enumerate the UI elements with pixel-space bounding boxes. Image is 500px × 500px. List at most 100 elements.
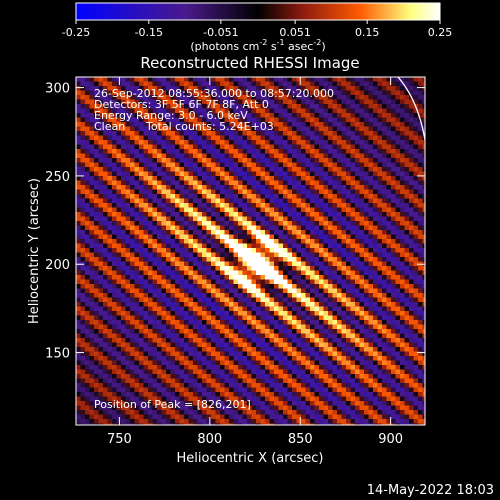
heatmap-pixel [116, 104, 122, 109]
heatmap-pixel [305, 104, 311, 109]
heatmap-pixel [89, 198, 95, 204]
heatmap-pixel [193, 243, 198, 249]
heatmap-pixel [368, 315, 374, 321]
heatmap-pixel [409, 126, 414, 132]
heatmap-pixel [148, 167, 153, 172]
heatmap-pixel [310, 158, 315, 163]
heatmap-pixel [152, 126, 158, 132]
heatmap-pixel [305, 140, 311, 145]
heatmap-pixel [134, 338, 140, 343]
heatmap-pixel [179, 180, 185, 186]
heatmap-pixel [368, 108, 374, 114]
heatmap-pixel [346, 225, 351, 231]
heatmap-pixel [112, 275, 117, 280]
heatmap-pixel [359, 234, 365, 240]
heatmap-pixel [373, 117, 378, 123]
heatmap-pixel [112, 77, 117, 82]
heatmap-pixel [359, 185, 365, 190]
heatmap-pixel [184, 248, 189, 253]
heatmap-pixel [229, 302, 234, 307]
heatmap-pixel [319, 243, 324, 249]
heatmap-pixel [418, 243, 423, 249]
heatmap-pixel [251, 315, 257, 321]
heatmap-pixel [220, 212, 225, 217]
heatmap-pixel [211, 162, 216, 168]
heatmap-pixel [211, 113, 216, 118]
heatmap-pixel [274, 221, 279, 226]
heatmap-pixel [125, 356, 131, 361]
heatmap-pixel [404, 117, 410, 123]
heatmap-pixel [130, 126, 135, 132]
heatmap-pixel [179, 279, 185, 285]
heatmap-pixel [224, 81, 230, 87]
heatmap-pixel [197, 104, 203, 109]
heatmap-pixel [166, 216, 171, 222]
heatmap-pixel [170, 356, 176, 361]
heatmap-pixel [283, 324, 288, 330]
heatmap-pixel [112, 279, 117, 285]
heatmap-pixel [359, 117, 365, 123]
heatmap-pixel [287, 225, 293, 231]
heatmap-pixel [274, 171, 279, 177]
heatmap-pixel [229, 131, 234, 136]
heatmap-pixel [202, 356, 207, 361]
heatmap-pixel [238, 252, 243, 258]
heatmap-pixel [319, 171, 324, 177]
heatmap-pixel [76, 104, 81, 109]
heatmap-pixel [355, 275, 360, 280]
heatmap-pixel [373, 284, 378, 289]
heatmap-pixel [346, 158, 351, 163]
heatmap-pixel [175, 248, 180, 253]
heatmap-pixel [247, 212, 252, 217]
heatmap-pixel [206, 212, 212, 217]
heatmap-pixel [386, 266, 392, 271]
heatmap-pixel [112, 131, 117, 136]
heatmap-pixel [310, 99, 315, 105]
heatmap-pixel [143, 149, 149, 154]
heatmap-pixel [85, 158, 90, 163]
heatmap-pixel [179, 333, 185, 339]
heatmap-pixel [359, 113, 365, 118]
heatmap-pixel [193, 95, 198, 100]
heatmap-pixel [238, 306, 243, 312]
heatmap-pixel [139, 297, 144, 303]
heatmap-pixel [395, 122, 401, 127]
heatmap-pixel [310, 81, 315, 87]
heatmap-pixel [242, 230, 248, 235]
heatmap-pixel [85, 131, 90, 136]
heatmap-pixel [346, 320, 351, 325]
heatmap-pixel [409, 167, 414, 172]
heatmap-pixel [301, 135, 306, 141]
heatmap-pixel [139, 347, 144, 352]
heatmap-pixel [391, 122, 396, 127]
heatmap-pixel [188, 108, 194, 114]
heatmap-pixel [382, 203, 387, 208]
heatmap-pixel [305, 297, 311, 303]
heatmap-pixel [368, 194, 374, 199]
heatmap-pixel [319, 279, 324, 285]
heatmap-pixel [319, 117, 324, 123]
heatmap-pixel [377, 315, 383, 321]
heatmap-pixel [202, 342, 207, 348]
heatmap-pixel [121, 99, 126, 105]
heatmap-pixel [413, 167, 419, 172]
heatmap-pixel [188, 95, 194, 100]
heatmap-pixel [400, 279, 405, 285]
heatmap-pixel [409, 99, 414, 105]
heatmap-pixel [197, 324, 203, 330]
heatmap-pixel [319, 153, 324, 159]
heatmap-pixel [355, 131, 360, 136]
heatmap-pixel [85, 257, 90, 262]
heatmap-pixel [107, 135, 113, 141]
heatmap-pixel [319, 104, 324, 109]
heatmap-pixel [121, 338, 126, 343]
heatmap-pixel [292, 347, 297, 352]
heatmap-pixel [328, 293, 333, 298]
heatmap-pixel [283, 356, 288, 361]
heatmap-pixel [233, 86, 239, 91]
heatmap-pixel [161, 185, 167, 190]
heatmap-pixel [314, 180, 320, 186]
heatmap-pixel [202, 95, 207, 100]
heatmap-pixel [139, 104, 144, 109]
heatmap-pixel [323, 86, 329, 91]
